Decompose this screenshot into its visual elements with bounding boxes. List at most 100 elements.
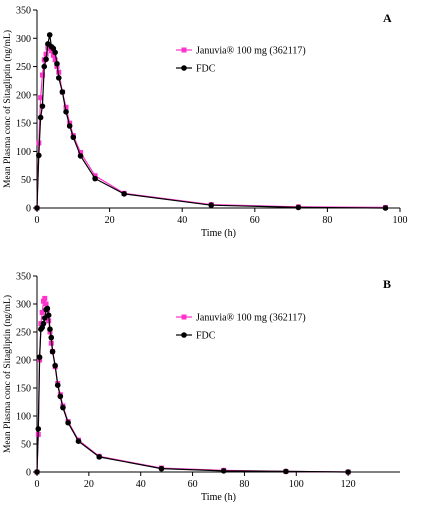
y-tick-label: 0 — [26, 204, 31, 215]
x-tick-label: 0 — [35, 215, 40, 226]
y-tick-label: 250 — [16, 62, 31, 73]
data-point — [41, 63, 48, 70]
data-point — [39, 72, 45, 78]
data-point — [66, 123, 73, 129]
data-point — [34, 469, 40, 475]
series-fdc — [34, 32, 389, 211]
x-tick-label: 100 — [393, 215, 408, 226]
data-point — [42, 295, 48, 301]
data-point — [48, 334, 55, 341]
series-line — [36, 296, 349, 473]
series-line — [36, 307, 349, 473]
data-point — [39, 309, 45, 315]
data-point — [158, 465, 165, 472]
legend: Januvia® 100 mg (362117) FDC — [176, 46, 306, 75]
data-point — [49, 48, 55, 54]
data-point — [208, 202, 215, 208]
data-point — [52, 57, 58, 63]
y-tick-label: 300 — [16, 34, 31, 45]
data-point — [63, 109, 69, 115]
x-tick-label: 0 — [35, 479, 40, 490]
x-tick-label: 100 — [289, 479, 304, 490]
y-tick-label: 150 — [16, 119, 31, 130]
data-point — [36, 152, 42, 159]
x-tick-label: 20 — [84, 479, 94, 490]
panel-label: B — [383, 277, 391, 291]
x-tick-label: 40 — [136, 479, 146, 490]
data-point — [54, 382, 61, 389]
x-axis-label: Time (h) — [201, 228, 236, 239]
y-axis-label: Mean Plasma conc of Sitagliptin (ng/mL) — [2, 30, 13, 188]
y-tick-label: 300 — [16, 300, 31, 311]
data-point — [220, 468, 227, 474]
data-point — [52, 362, 58, 369]
data-point — [44, 305, 51, 312]
data-point — [43, 301, 49, 307]
data-point — [59, 89, 66, 95]
x-tick-label: 120 — [341, 479, 356, 490]
data-point — [40, 298, 46, 304]
x-axis-label: Time (h) — [201, 492, 236, 503]
series-line — [36, 34, 386, 209]
data-point — [78, 150, 84, 156]
data-point — [55, 75, 62, 81]
data-point — [39, 103, 46, 109]
y-tick-label: 200 — [16, 356, 31, 367]
data-point — [382, 205, 389, 211]
data-point — [45, 312, 52, 319]
data-point — [43, 51, 49, 57]
data-point — [46, 32, 53, 38]
data-point — [96, 454, 103, 460]
data-point — [75, 438, 82, 445]
legend-marker — [181, 65, 187, 71]
x-tick-label: 80 — [239, 479, 249, 490]
x-tick-label: 80 — [322, 215, 332, 226]
data-point — [65, 419, 71, 426]
data-point — [36, 354, 43, 361]
legend-entry: FDC — [196, 331, 216, 342]
data-point — [92, 173, 98, 179]
y-tick-label: 200 — [16, 90, 31, 101]
data-point — [70, 134, 77, 141]
chart-panel-2: 0 50 100 150 200 250 300 350 0 20 40 60 80 100 120 Time… — [2, 272, 400, 503]
data-point — [38, 95, 44, 101]
y-tick-label: 150 — [16, 384, 31, 395]
legend-marker — [181, 47, 187, 53]
legend-entry: Januvia® 100 mg (362117) — [196, 46, 306, 57]
y-tick-label: 100 — [16, 147, 31, 158]
legend-marker — [181, 332, 187, 338]
y-tick-label: 100 — [16, 412, 31, 423]
data-point — [52, 49, 58, 56]
y-tick-label: 250 — [16, 328, 31, 339]
data-point — [121, 191, 127, 197]
data-point — [63, 104, 69, 110]
legend-marker — [181, 314, 187, 320]
y-axis-label: Mean Plasma conc of Sitagliptin (ng/mL) — [2, 295, 13, 453]
data-point — [56, 69, 62, 75]
data-point — [92, 175, 98, 182]
data-point — [35, 426, 42, 432]
y-tick-label: 50 — [21, 175, 31, 186]
legend: Januvia® 100 mg (362117) FDC — [176, 313, 306, 342]
legend-entry: Januvia® 100 mg (362117) — [196, 313, 306, 324]
panel-label: A — [383, 11, 392, 25]
x-tick-label: 60 — [188, 479, 198, 490]
data-point — [50, 52, 56, 58]
chart-panel-1: 0 50 100 150 200 250 300 350 0 20 40 60 80 100 Time (h… — [2, 6, 408, 240]
data-point — [57, 393, 64, 400]
data-point — [295, 204, 302, 211]
data-point — [67, 120, 73, 126]
data-point — [40, 320, 47, 327]
data-point — [47, 326, 53, 333]
data-point — [60, 404, 66, 411]
y-tick-label: 350 — [16, 6, 31, 17]
y-tick-label: 50 — [21, 440, 31, 451]
data-point — [41, 315, 48, 321]
x-tick-label: 20 — [105, 215, 115, 226]
x-tick-label: 40 — [177, 215, 187, 226]
x-tick-label: 60 — [250, 215, 260, 226]
y-tick-label: 0 — [26, 468, 31, 479]
data-point — [49, 348, 56, 355]
